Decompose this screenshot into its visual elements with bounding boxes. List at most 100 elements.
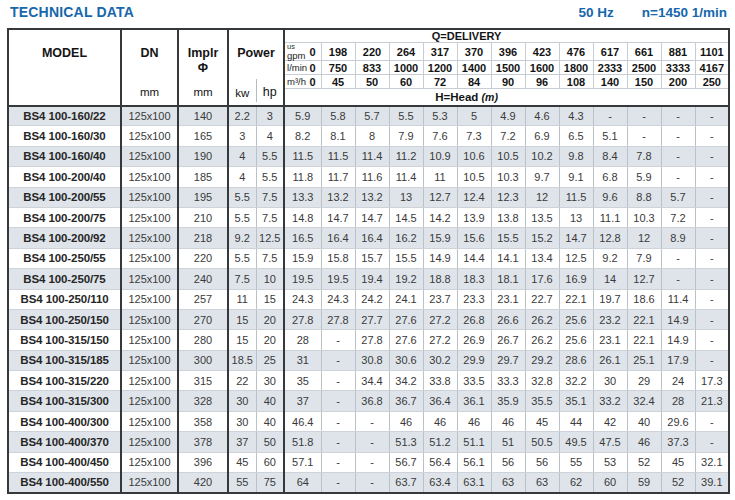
head-value: 14.9 xyxy=(661,309,695,329)
head-value: 7.9 xyxy=(389,126,423,146)
head-value: 5.5 xyxy=(389,106,423,126)
head-value: 23.3 xyxy=(457,289,491,309)
head-value: 15.7 xyxy=(355,248,389,268)
head-value: 8.2 xyxy=(284,126,321,146)
head-value: 13.9 xyxy=(457,207,491,227)
head-value: 33.2 xyxy=(593,391,627,411)
head-value: 15.6 xyxy=(457,228,491,248)
pump-kw: 45 xyxy=(228,452,256,472)
head-value: 14.9 xyxy=(423,248,457,268)
pump-model: BS4 100-250/75 xyxy=(8,269,121,289)
pump-model: BS4 100-250/55 xyxy=(8,248,121,268)
head-value: 8.1 xyxy=(321,126,355,146)
pump-hp: 25 xyxy=(256,350,284,370)
head-value: 11 xyxy=(423,167,457,187)
model-column-header: MODEL xyxy=(8,29,121,106)
head-value: 37 xyxy=(284,391,321,411)
head-value: 24.2 xyxy=(355,289,389,309)
head-value: 51.8 xyxy=(284,432,321,452)
head-value: 5.7 xyxy=(355,106,389,126)
head-value: 57.1 xyxy=(284,452,321,472)
flow-value: 220 xyxy=(355,43,389,61)
flow-value: 1600 xyxy=(525,61,559,75)
pump-hp: 50 xyxy=(256,432,284,452)
pump-row: BS4 100-315/300125x100328304037-36.836.7… xyxy=(8,391,729,411)
head-value: 56.1 xyxy=(457,452,491,472)
head-value: 45 xyxy=(525,411,559,431)
head-value: 28 xyxy=(661,391,695,411)
head-value: 27.8 xyxy=(355,330,389,350)
head-value: 11.5 xyxy=(284,146,321,166)
phi-symbol: Φ xyxy=(198,61,208,75)
dn-label: DN xyxy=(140,46,158,61)
pump-implr: 358 xyxy=(178,411,228,431)
head-value: 11.7 xyxy=(321,167,355,187)
head-value: 63.7 xyxy=(389,473,423,493)
pump-hp: 4 xyxy=(256,126,284,146)
head-value: 19.7 xyxy=(593,289,627,309)
head-value: 29.6 xyxy=(661,411,695,431)
head-value: 14.8 xyxy=(284,207,321,227)
head-value: 32.4 xyxy=(627,391,661,411)
head-value: 26.9 xyxy=(457,330,491,350)
pump-row: BS4 100-315/185125x10030018.52531-30.830… xyxy=(8,350,729,370)
head-value: 29 xyxy=(627,371,661,391)
head-value: 46 xyxy=(627,432,661,452)
head-value: 36.4 xyxy=(423,391,457,411)
flow-value: 750 xyxy=(321,61,355,75)
head-label: H=Head xyxy=(435,91,478,103)
head-value: - xyxy=(695,309,729,329)
head-value: 9.6 xyxy=(593,187,627,207)
pump-hp: 75 xyxy=(256,473,284,493)
pump-row: BS4 100-315/220125x100315223035-34.434.2… xyxy=(8,371,729,391)
pump-kw: 15 xyxy=(228,309,256,329)
pump-implr: 420 xyxy=(178,473,228,493)
pump-dn: 125x100 xyxy=(121,411,178,431)
head-value: 49.5 xyxy=(559,432,593,452)
pump-row: BS4 100-250/110125x100257111524.324.324.… xyxy=(8,289,729,309)
head-value: 14.2 xyxy=(423,207,457,227)
flow-value: 45 xyxy=(321,75,355,89)
head-value: 5.1 xyxy=(593,126,627,146)
head-value: 35.1 xyxy=(559,391,593,411)
flow-value: 423 xyxy=(525,43,559,61)
pump-row: BS4 100-400/450125x100396456057.1--56.75… xyxy=(8,452,729,472)
head-value: 9.8 xyxy=(559,146,593,166)
head-value: 30.2 xyxy=(423,350,457,370)
head-value: 36.7 xyxy=(389,391,423,411)
head-value: - xyxy=(321,452,355,472)
impeller-column-header: ImplrΦ mm xyxy=(178,29,228,106)
head-value: 26.1 xyxy=(593,350,627,370)
head-value: 13.4 xyxy=(525,248,559,268)
flow-value: 60 xyxy=(389,75,423,89)
head-value: 10.5 xyxy=(457,167,491,187)
head-value: 34.4 xyxy=(355,371,389,391)
head-value: 12.4 xyxy=(457,187,491,207)
head-value: 39.1 xyxy=(695,473,729,493)
head-value: 46.4 xyxy=(284,411,321,431)
head-value: 22.1 xyxy=(627,330,661,350)
head-value: 55 xyxy=(559,452,593,472)
head-value: - xyxy=(695,248,729,268)
pump-kw: 3 xyxy=(228,126,256,146)
pump-model: BS4 100-200/92 xyxy=(8,228,121,248)
head-value: 11.4 xyxy=(661,289,695,309)
head-value: 11.2 xyxy=(389,146,423,166)
pump-row: BS4 100-160/22125x1001402.235.95.85.75.5… xyxy=(8,106,729,126)
head-value: - xyxy=(695,432,729,452)
technical-data-table: MODEL DN mm ImplrΦ mm Power xyxy=(7,28,730,494)
head-value: 63.1 xyxy=(457,473,491,493)
flow-value: 881 xyxy=(661,43,695,61)
pump-model: BS4 100-250/110 xyxy=(8,289,121,309)
head-value: 47.5 xyxy=(593,432,627,452)
pump-hp: 7.5 xyxy=(256,187,284,207)
head-value: - xyxy=(321,391,355,411)
head-value: 63.4 xyxy=(423,473,457,493)
pump-dn: 125x100 xyxy=(121,207,178,227)
pump-kw: 55 xyxy=(228,473,256,493)
operating-conditions: 50 Hz n=1450 1/min xyxy=(579,5,727,20)
flow-value: 150 xyxy=(627,75,661,89)
head-value: 11.5 xyxy=(559,187,593,207)
pump-row: BS4 100-200/92125x1002189.212.516.516.41… xyxy=(8,228,729,248)
head-value: 30.8 xyxy=(355,350,389,370)
